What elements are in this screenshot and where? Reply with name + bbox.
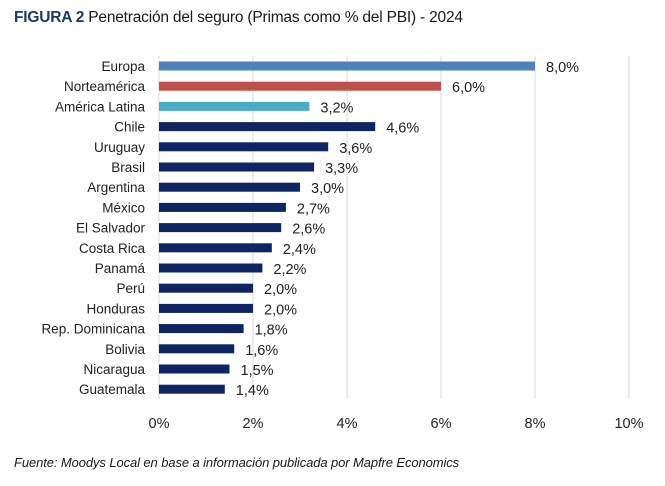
x-tick-label: 6%	[431, 416, 452, 432]
value-label: 2,7%	[297, 201, 330, 217]
bar	[159, 364, 230, 374]
bar	[159, 61, 535, 71]
bar	[159, 101, 310, 111]
bars	[159, 61, 535, 394]
category-label: Perú	[116, 281, 145, 296]
value-label: 3,0%	[311, 181, 344, 197]
value-label: 1,8%	[255, 323, 288, 339]
x-tick-label: 4%	[337, 416, 358, 432]
category-label: Brasil	[111, 160, 145, 175]
value-label: 1,4%	[236, 383, 269, 399]
category-label: Rep. Dominicana	[41, 322, 145, 337]
value-label: 1,6%	[245, 343, 278, 359]
bar	[159, 81, 441, 91]
value-label: 2,2%	[273, 262, 306, 278]
value-label: 3,2%	[320, 100, 353, 116]
value-label: 6,0%	[452, 80, 485, 96]
category-label: Chile	[114, 120, 145, 135]
value-label: 1,5%	[241, 363, 274, 379]
bar	[159, 202, 286, 212]
category-label: América Latina	[55, 99, 146, 114]
x-tick-label: 0%	[149, 416, 170, 432]
value-label: 4,6%	[386, 121, 419, 137]
chart-title-text: Penetración del seguro (Primas como % de…	[88, 9, 463, 26]
value-label: 3,3%	[325, 161, 358, 177]
x-tick-label: 10%	[614, 416, 643, 432]
x-axis-ticks: 0% 2% 4% 6% 8% 10%	[149, 416, 644, 432]
category-label: Bolivia	[105, 342, 145, 357]
value-label: 2,0%	[264, 302, 297, 318]
value-label: 2,4%	[283, 242, 316, 258]
bar	[159, 384, 225, 394]
category-label: Uruguay	[94, 140, 145, 155]
category-label: Panamá	[95, 261, 146, 276]
bar	[159, 344, 235, 354]
category-label: El Salvador	[76, 221, 146, 236]
bar	[159, 182, 300, 192]
bar	[159, 223, 282, 233]
bar	[159, 263, 263, 273]
category-label: Norteamérica	[64, 79, 146, 94]
value-labels: 8,0% 6,0% 3,2% 4,6% 3,6% 3,3% 3,0% 2,7% 2,6% 2,4%…	[236, 60, 579, 399]
value-label: 8,0%	[546, 60, 579, 76]
category-label: Honduras	[86, 301, 145, 316]
bar	[159, 142, 329, 152]
bar	[159, 324, 244, 334]
x-tick-label: 8%	[525, 416, 546, 432]
bar	[159, 303, 253, 313]
category-label: México	[102, 200, 145, 215]
bar	[159, 122, 376, 132]
category-label: Nicaragua	[83, 362, 145, 377]
category-labels: Europa Norteamérica América Latina Chile Uru…	[41, 59, 145, 397]
figure-number: FIGURA 2	[14, 9, 85, 26]
bar	[159, 283, 253, 293]
value-label: 2,0%	[264, 282, 297, 298]
source-note: Fuente: Moodys Local en base a informaci…	[14, 455, 460, 470]
bar	[159, 162, 315, 172]
chart-title: FIGURA 2 Penetración del seguro (Primas …	[14, 9, 463, 27]
value-label: 3,6%	[339, 141, 372, 157]
x-tick-label: 2%	[243, 416, 264, 432]
value-label: 2,6%	[292, 222, 325, 238]
category-label: Europa	[101, 59, 145, 74]
category-label: Guatemala	[79, 382, 146, 397]
bar	[159, 243, 272, 253]
category-label: Argentina	[87, 180, 145, 195]
category-label: Costa Rica	[79, 241, 146, 256]
